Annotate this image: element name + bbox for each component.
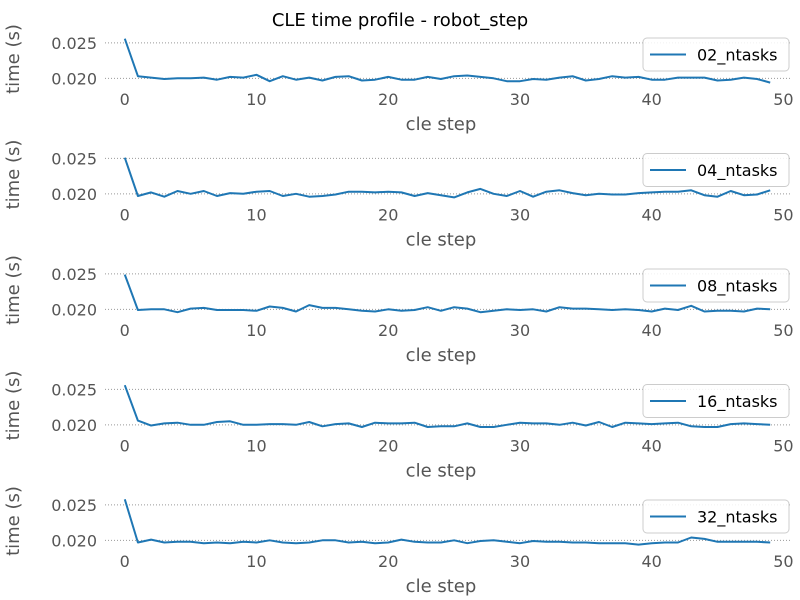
- x-tick-label: 50: [773, 552, 793, 571]
- x-tick-label: 10: [246, 552, 266, 571]
- y-axis-label: time (s): [3, 371, 24, 441]
- y-tick-label: 0.020: [51, 416, 97, 435]
- x-tick-label: 10: [246, 90, 266, 109]
- y-tick-label: 0.020: [51, 69, 97, 88]
- y-axis-label: time (s): [3, 255, 24, 325]
- series-line-08_ntasks: [123, 274, 771, 314]
- legend-box: [642, 499, 790, 534]
- x-tick-label: 20: [378, 437, 398, 456]
- y-tick-label: 0.020: [51, 185, 97, 204]
- legend-box: [642, 153, 790, 187]
- x-tick-label: 0: [120, 437, 130, 456]
- y-tick-label: 0.020: [51, 531, 97, 550]
- legend-box: [642, 37, 790, 72]
- x-tick-label: 30: [510, 437, 530, 456]
- y-tick-label: 0.025: [51, 149, 97, 168]
- legend: 02_ntasks: [642, 37, 790, 72]
- x-tick-label: 10: [246, 437, 266, 456]
- subplot-1: 0.020 0.025 0 10 20 30 40 50 cle step time (s) 02_…: [3, 24, 794, 135]
- x-tick-label: 30: [510, 206, 530, 225]
- x-tick-label: 40: [642, 437, 662, 456]
- x-axis-label: cle step: [406, 461, 477, 482]
- x-tick-label: 30: [510, 90, 530, 109]
- x-tick-label: 50: [773, 90, 793, 109]
- y-axis-label: time (s): [3, 24, 24, 94]
- x-tick-label: 20: [378, 552, 398, 571]
- subplot-5: 0.020 0.025 0 10 20 30 40 50 cle step time (s) 32_…: [3, 486, 794, 597]
- x-tick-label: 20: [378, 90, 398, 109]
- y-axis-label: time (s): [3, 486, 24, 556]
- y-tick-label: 0.025: [51, 34, 97, 53]
- x-tick-label: 20: [378, 206, 398, 225]
- x-tick-label: 30: [510, 552, 530, 571]
- legend: 16_ntasks: [642, 384, 790, 418]
- y-tick-label: 0.025: [51, 496, 97, 515]
- series-line-02_ntasks: [123, 38, 771, 84]
- x-axis-label: cle step: [406, 345, 477, 366]
- subplot-2: 0.020 0.025 0 10 20 30 40 50 cle step time (s) 04_…: [3, 140, 794, 251]
- x-tick-label: 50: [773, 437, 793, 456]
- x-tick-label: 0: [120, 206, 130, 225]
- x-tick-label: 20: [378, 321, 398, 340]
- legend-box: [642, 384, 790, 418]
- legend-label: 32_ntasks: [697, 508, 778, 528]
- x-tick-label: 10: [246, 206, 266, 225]
- x-tick-label: 50: [773, 321, 793, 340]
- legend-label: 16_ntasks: [697, 392, 778, 412]
- y-tick-label: 0.020: [51, 300, 97, 319]
- figure-title: CLE time profile - robot_step: [272, 10, 528, 31]
- legend: 32_ntasks: [642, 499, 790, 534]
- x-axis-label: cle step: [406, 230, 477, 251]
- legend: 04_ntasks: [642, 153, 790, 187]
- series-line-04_ntasks: [123, 157, 771, 199]
- x-tick-label: 10: [246, 321, 266, 340]
- y-axis-label: time (s): [3, 140, 24, 210]
- subplot-3: 0.020 0.025 0 10 20 30 40 50 cle step time (s) 08_…: [3, 255, 794, 366]
- series-line-32_ntasks: [123, 499, 771, 546]
- x-tick-label: 50: [773, 206, 793, 225]
- x-tick-label: 30: [510, 321, 530, 340]
- x-tick-label: 40: [642, 552, 662, 571]
- x-tick-label: 40: [642, 206, 662, 225]
- x-tick-label: 0: [120, 90, 130, 109]
- legend-label: 04_ntasks: [697, 161, 778, 181]
- legend-label: 02_ntasks: [697, 46, 778, 66]
- x-axis-label: cle step: [406, 114, 477, 135]
- y-tick-label: 0.025: [51, 380, 97, 399]
- x-tick-label: 0: [120, 321, 130, 340]
- subplot-4: 0.020 0.025 0 10 20 30 40 50 cle step time (s) 16_…: [3, 371, 794, 482]
- x-axis-label: cle step: [406, 576, 477, 597]
- x-tick-label: 40: [642, 90, 662, 109]
- y-tick-label: 0.025: [51, 265, 97, 284]
- legend-label: 08_ntasks: [697, 277, 778, 297]
- x-tick-label: 40: [642, 321, 662, 340]
- series-line-16_ntasks: [123, 384, 771, 428]
- x-tick-label: 0: [120, 552, 130, 571]
- subplot-panels: 0.020 0.025 0 10 20 30 40 50 cle step time (s) 02_…: [3, 24, 794, 597]
- legend: 08_ntasks: [642, 268, 790, 303]
- legend-box: [642, 268, 790, 303]
